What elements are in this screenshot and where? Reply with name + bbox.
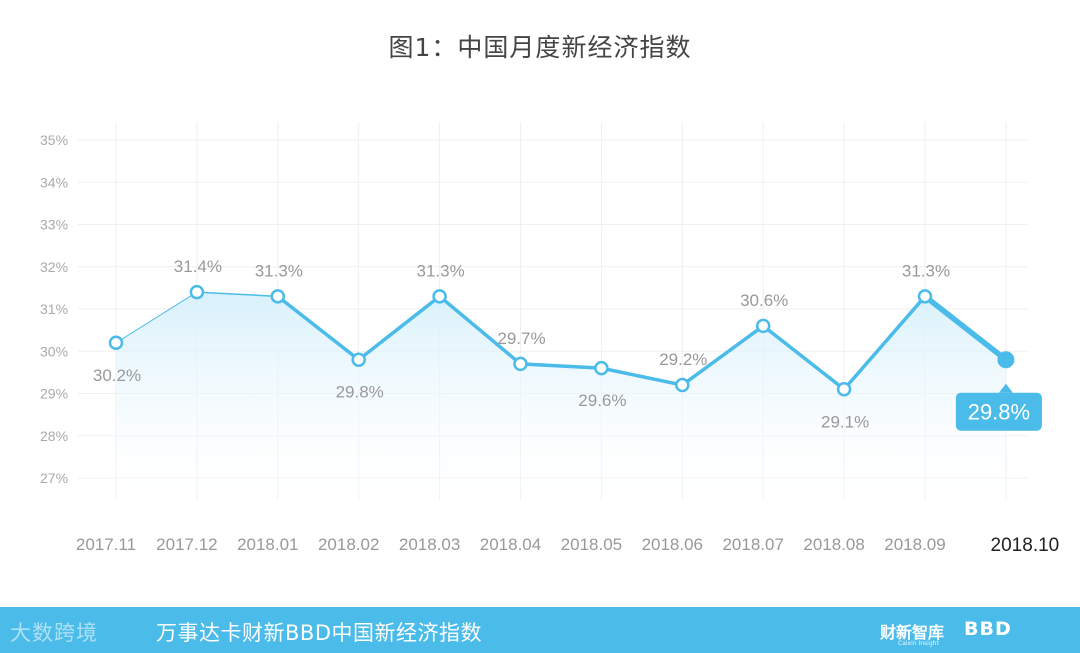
x-tick-label: 2018.05 [561, 535, 622, 554]
y-tick-label: 35% [40, 132, 68, 148]
x-tick-label: 2018.01 [237, 535, 298, 554]
x-tick-label: 2017.11 [76, 535, 136, 554]
data-label: 29.6% [578, 391, 626, 410]
y-tick-label: 28% [40, 428, 68, 444]
series-line-segment [599, 366, 685, 387]
series-line-segment [842, 294, 927, 392]
data-point-highlight [997, 351, 1015, 369]
y-tick-label: 33% [40, 217, 68, 233]
series-line-segment [922, 293, 1009, 363]
data-point [836, 382, 852, 397]
data-point [755, 318, 771, 334]
data-point [351, 352, 366, 367]
data-label: 31.3% [902, 261, 950, 280]
x-tick-label: 2018.10 [991, 535, 1060, 556]
data-label: 29.1% [821, 412, 869, 431]
series-line-segment [196, 291, 279, 298]
data-label: 29.7% [497, 329, 545, 348]
data-point [108, 335, 124, 351]
x-tick-label: 2018.04 [480, 535, 541, 554]
data-point [594, 360, 609, 376]
data-point [432, 289, 447, 304]
brand-logo-caixin-sub: Caixin Insight [898, 640, 939, 647]
data-label: 31.3% [416, 261, 464, 280]
x-tick-label: 2018.08 [803, 535, 864, 554]
callout-box [955, 392, 1042, 431]
brand-logo-caixin: 财新智库 [880, 623, 945, 642]
series-line-segment [761, 324, 846, 392]
data-point [189, 284, 205, 300]
area-fill [116, 292, 1006, 498]
footer-logo-text: 大数跨境 [10, 621, 98, 645]
series-line-segment [356, 294, 442, 362]
series-line-segment [276, 294, 361, 362]
series-line-segment [680, 324, 765, 387]
line-chart: 27% 28% 29% 30% 31% 32% 33% 34% 35% 30.2% 31.4% 31.… [40, 122, 1060, 556]
y-tick-label: 32% [40, 259, 68, 275]
x-tick-label: 2018.07 [722, 535, 783, 554]
x-tick-label: 2018.02 [318, 535, 379, 554]
x-tick-label: 2018.06 [642, 535, 703, 554]
callout-pointer [998, 383, 1013, 393]
x-tick-label: 2017.12 [156, 535, 217, 554]
data-point [270, 289, 286, 304]
data-label: 29.2% [659, 350, 707, 369]
series-line-segment [115, 291, 198, 344]
chart-title: 图1：中国月度新经济指数 [388, 33, 692, 62]
data-label: 30.2% [93, 366, 141, 385]
footer-banner: 大数跨境 万事达卡财新BBD中国新经济指数 财新智库 Caixin Insigh… [0, 607, 1080, 653]
data-point [513, 356, 528, 372]
footer-title: 万事达卡财新BBD中国新经济指数 [156, 621, 482, 645]
y-tick-label: 27% [40, 470, 68, 486]
brand-logo-bbd: BBD [964, 618, 1012, 640]
data-label: 31.4% [174, 257, 222, 276]
y-tick-label: 30% [40, 343, 68, 359]
data-label: 30.6% [740, 291, 788, 310]
data-point [675, 377, 690, 393]
data-point [917, 289, 933, 304]
data-label: 29.8% [336, 383, 384, 402]
x-tick-label: 2018.09 [884, 535, 945, 554]
y-tick-label: 29% [40, 386, 68, 402]
y-tick-label: 31% [40, 301, 68, 317]
series-line-segment [437, 294, 523, 366]
x-tick-label: 2018.03 [399, 535, 460, 554]
data-label: 31.3% [255, 261, 303, 280]
series-line-segment [518, 362, 604, 370]
data-label-highlight: 29.8% [968, 400, 1030, 425]
y-tick-label: 34% [40, 174, 68, 190]
